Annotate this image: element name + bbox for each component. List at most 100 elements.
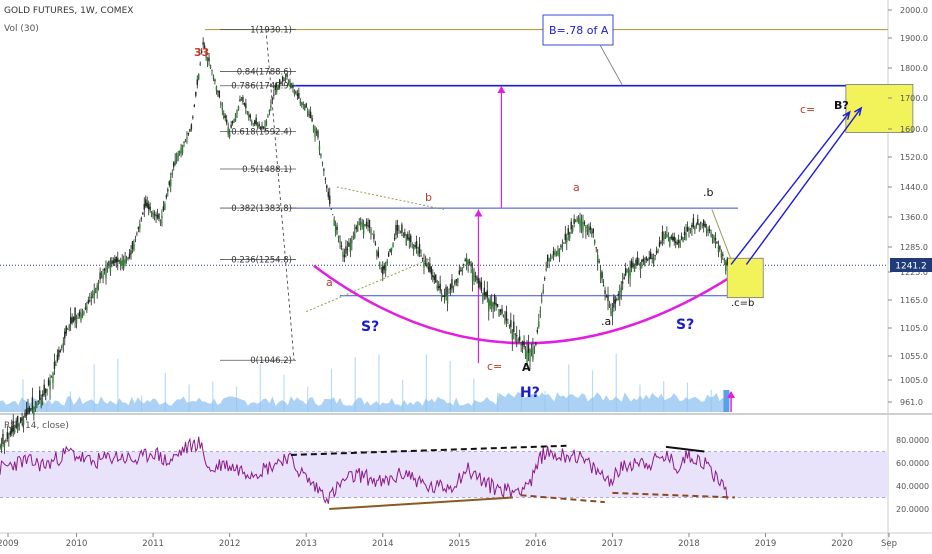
price-axis[interactable]: 2000.0 1900.0 1800.0 1700.0 1600.0 1520.0 1440… — [888, 6, 928, 407]
candle-body — [471, 269, 474, 281]
candle-body — [714, 237, 717, 241]
candle-body — [617, 293, 620, 296]
candle-body — [579, 219, 581, 227]
candle-body — [321, 162, 324, 164]
candle-body — [676, 242, 678, 245]
candle-body — [610, 308, 612, 314]
rsi-label: RSI (14, close) — [4, 421, 69, 431]
candle-body — [67, 328, 69, 330]
projection-arrow — [730, 111, 851, 265]
fib-label: 0.5(1488.1) — [242, 165, 292, 175]
candle-body — [632, 262, 634, 268]
candle-body — [246, 111, 249, 113]
candle-body — [411, 243, 413, 245]
candle-body — [149, 206, 151, 211]
candle-body — [658, 242, 661, 247]
candle-body — [488, 298, 490, 312]
candle-body — [518, 336, 521, 341]
candle-body — [224, 115, 226, 118]
candle-body — [398, 229, 400, 231]
candle-body — [195, 91, 197, 96]
rsi-axis[interactable]: 80.0000 60.0000 40.0000 20.0000 — [896, 436, 929, 514]
candle-body — [607, 294, 609, 301]
candle-body — [614, 299, 617, 304]
time-axis[interactable]: 2009 2010 2011 2012 2013 2014 2015 2016 2017 2018… — [0, 533, 897, 549]
candle-body — [685, 233, 687, 240]
candle-body — [557, 250, 559, 255]
candle-body — [100, 276, 103, 278]
candle-body — [726, 259, 728, 266]
candle-body — [479, 280, 481, 288]
annotation-labels: 33 a b S? c= A H? a .a S? .b .c=b c= B? B=.78 of A — [194, 24, 849, 401]
rsi-divergence-1 — [520, 494, 605, 504]
candle-body — [114, 258, 116, 263]
candle-body — [440, 293, 443, 299]
candle-body — [301, 101, 303, 106]
candle-body — [635, 259, 637, 266]
candle-body — [367, 225, 369, 227]
candle-body — [209, 65, 212, 69]
candle-body — [346, 248, 349, 251]
rsi-trend-resistance — [290, 444, 567, 456]
candle-body — [208, 57, 210, 61]
annotation-label: A — [522, 361, 531, 374]
candle-body — [281, 76, 284, 82]
candle-body — [710, 232, 712, 237]
candle-body — [458, 270, 461, 275]
candle-body — [11, 426, 13, 434]
candle-body — [468, 261, 471, 264]
candle-body — [651, 257, 653, 259]
candle-body — [470, 263, 472, 267]
candle-body — [332, 214, 334, 216]
candle-body — [596, 254, 599, 263]
candle-body — [365, 221, 368, 226]
candle-body — [451, 279, 453, 288]
candle-body — [334, 224, 337, 235]
candle-body — [279, 79, 281, 85]
annotation-label: a — [326, 276, 333, 289]
annotation-label: a — [573, 181, 580, 194]
candle-body — [206, 56, 209, 62]
candle-body — [536, 329, 539, 333]
time-tick-label: 2020 — [831, 539, 853, 549]
candle-body — [103, 268, 106, 271]
candle-body — [513, 321, 515, 333]
drawings — [306, 14, 914, 412]
candle-body — [582, 222, 584, 232]
candle-body — [669, 237, 671, 246]
measure-arrow-1-head — [474, 209, 483, 217]
time-tick-label: 2017 — [602, 539, 624, 549]
candle-body — [18, 424, 20, 431]
candle-body — [420, 255, 422, 257]
candle-body — [595, 247, 597, 249]
candle-body — [404, 232, 406, 237]
candle-body — [92, 294, 94, 299]
candle-body — [508, 324, 511, 326]
candle-body — [454, 280, 456, 285]
candle-body — [115, 256, 117, 263]
candle-body — [136, 233, 138, 235]
volume-area-fill — [0, 392, 728, 412]
candle-body — [552, 250, 555, 255]
candle-body — [627, 269, 630, 276]
candle-body — [24, 412, 26, 418]
candle-body — [545, 269, 547, 271]
candle-body — [178, 150, 181, 154]
rsi-trend-top — [665, 445, 705, 453]
candle-body — [577, 217, 580, 224]
candle-body — [327, 191, 329, 197]
candle-body — [697, 219, 699, 225]
candle-body — [389, 249, 391, 253]
candle-body — [371, 233, 374, 235]
candle-body — [320, 153, 322, 157]
candle-body — [576, 218, 578, 222]
candle-body — [655, 250, 658, 253]
candle-body — [87, 300, 90, 304]
candle-body — [619, 291, 621, 299]
horizontal-lines — [0, 28, 888, 297]
candle-body — [128, 253, 131, 258]
candle-body — [495, 303, 497, 306]
candle-body — [139, 224, 141, 229]
